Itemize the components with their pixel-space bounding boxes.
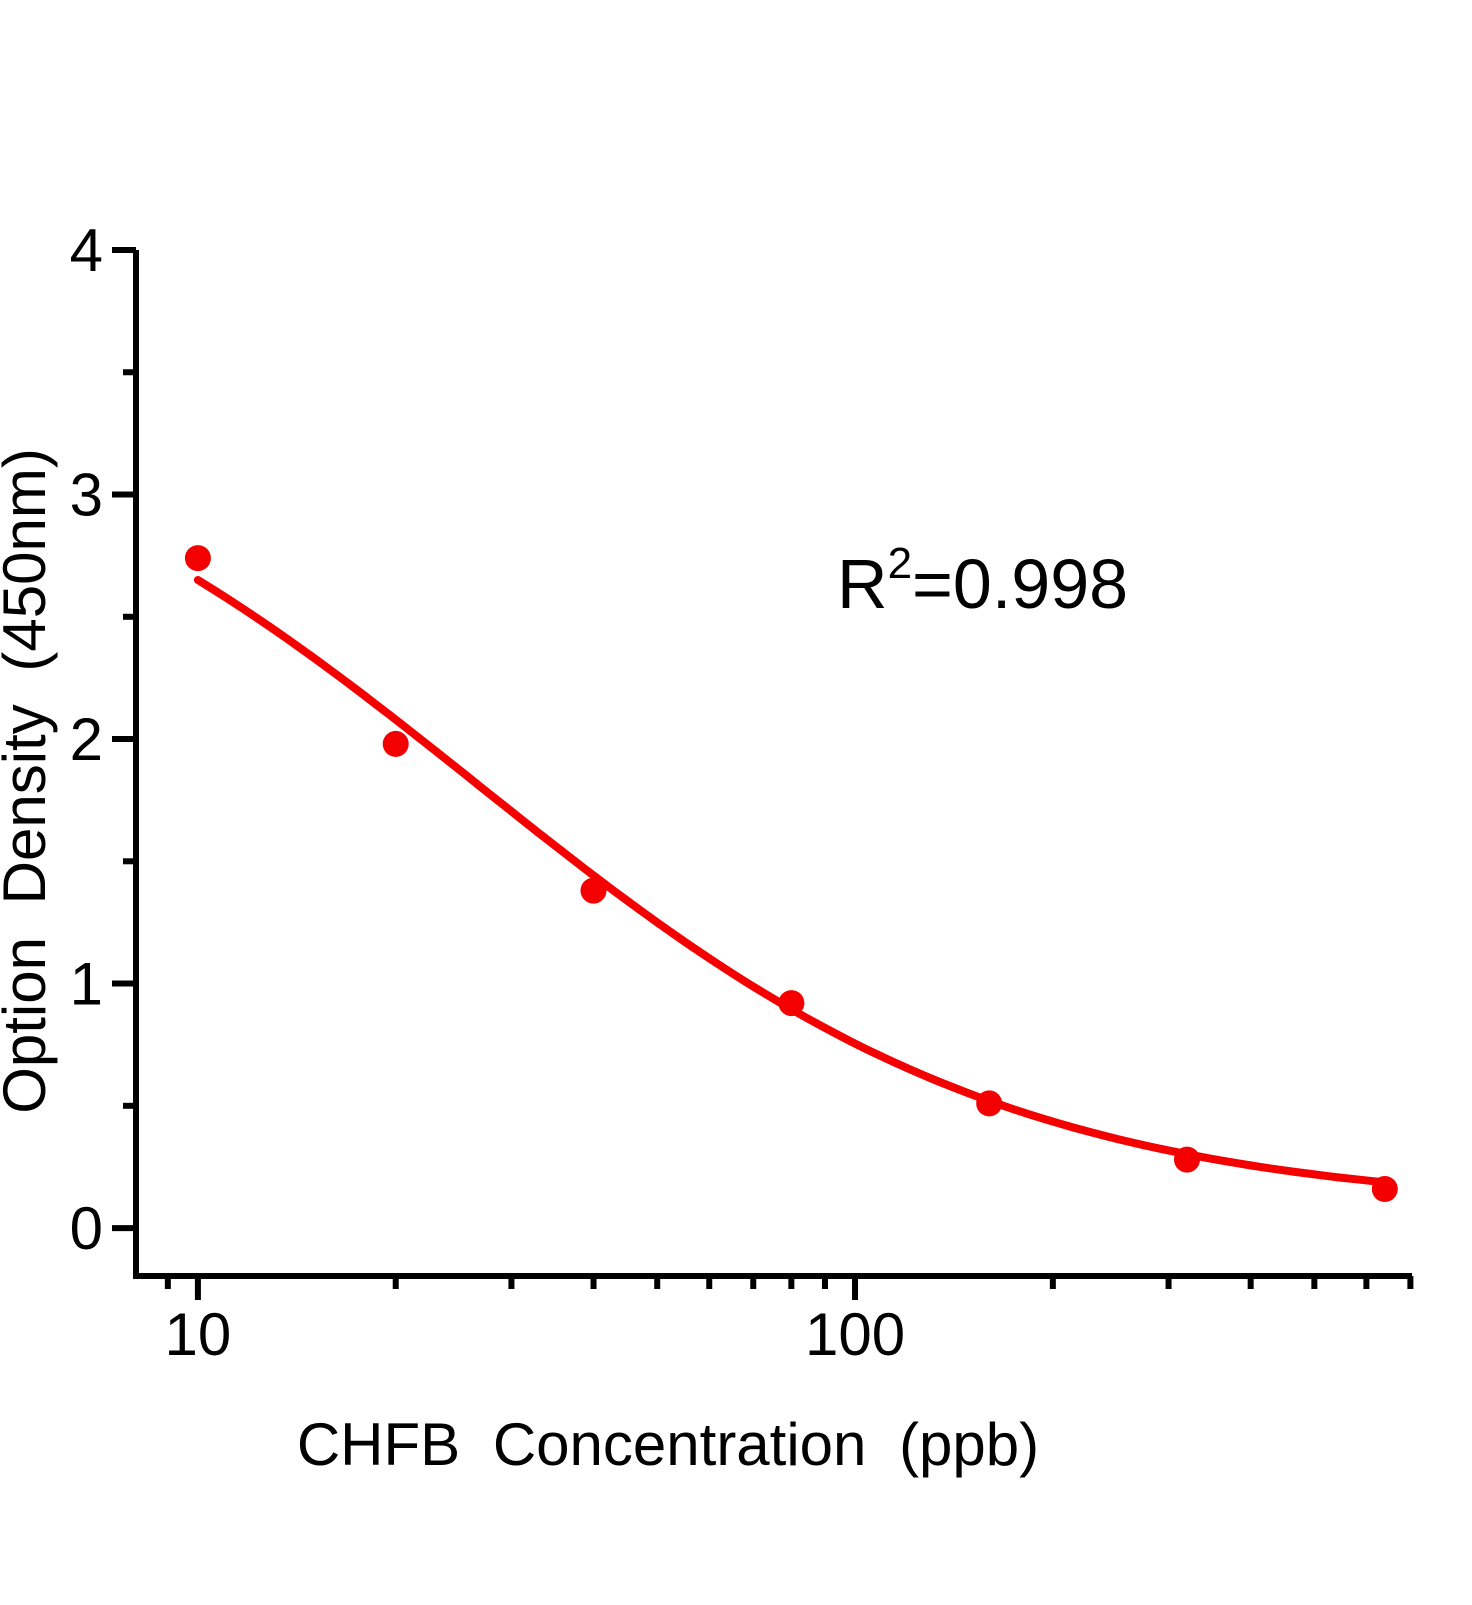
tick-labels: 10 100 0 1 2 3 4: [70, 217, 905, 1368]
fit-curve: [193, 576, 1389, 1187]
data-point: [580, 877, 607, 904]
data-point: [184, 545, 211, 572]
x-tick-label: 100: [805, 1301, 905, 1368]
data-point: [976, 1090, 1003, 1117]
x-tick-label: 10: [165, 1301, 232, 1368]
data-point: [382, 730, 409, 757]
annotation-value: =0.998: [912, 545, 1128, 623]
y-tick-label: 0: [70, 1195, 103, 1262]
y-tick-label: 2: [70, 706, 103, 773]
data-point: [778, 990, 805, 1017]
data-point: [1371, 1176, 1398, 1202]
y-tick-label: 1: [70, 951, 103, 1018]
y-tick-label: 4: [70, 217, 103, 284]
r-squared-annotation: R2=0.998: [837, 539, 1128, 623]
x-axis-title: CHFB Concentration (ppb): [297, 1411, 1039, 1478]
y-tick-label: 3: [70, 462, 103, 529]
annotation-superscript: 2: [888, 539, 912, 588]
y-axis-title: Option Density (450nm): [0, 448, 58, 1114]
data-point: [1174, 1146, 1200, 1173]
axis-ticks: [112, 247, 1414, 1300]
annotation-base: R: [837, 545, 888, 623]
axes-frame: [133, 250, 1412, 1279]
data-points: [184, 545, 1398, 1202]
